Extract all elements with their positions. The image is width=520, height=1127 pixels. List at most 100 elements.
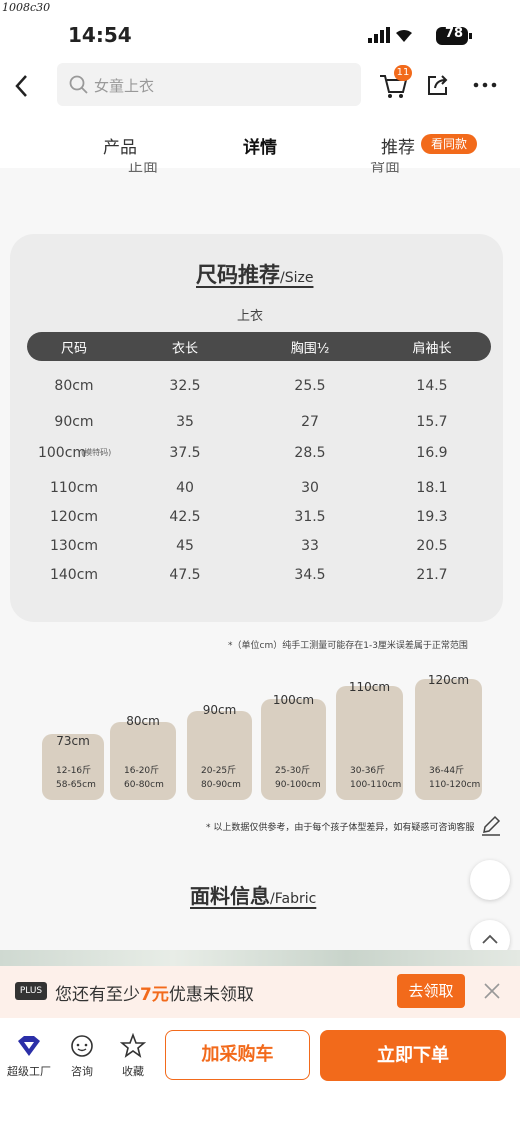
- size-block: 80cm 16-20斤 60-80cm: [110, 714, 176, 800]
- promo-text-before: 您还有至少: [55, 985, 140, 1005]
- block-height: 80-90cm: [201, 780, 241, 790]
- add-cart-button[interactable]: 加采购车: [165, 1030, 310, 1080]
- promo-text: 您还有至少7元优惠未领取: [55, 980, 254, 1005]
- size-title-en: /Size: [280, 270, 314, 286]
- table-cell: 90cm: [54, 414, 94, 430]
- block-size: 120cm: [427, 673, 470, 687]
- back-button[interactable]: [12, 74, 32, 98]
- table-cell: 25.5: [294, 378, 326, 394]
- promo-tag: PLUS: [15, 982, 47, 1000]
- table-cell: 18.1: [416, 480, 448, 496]
- table-cell: 30: [301, 480, 319, 496]
- buy-button[interactable]: 立即下单: [320, 1030, 506, 1081]
- table-header: [27, 332, 491, 361]
- block-weight: 16-20斤: [124, 766, 160, 776]
- blocks-note: * 以上数据仅供参考，由于每个孩子体型差异，如有疑惑可咨询客服: [206, 823, 474, 833]
- table-cell: 37.5: [169, 445, 201, 461]
- float-button[interactable]: [470, 860, 510, 900]
- size-block: 120cm 36-44斤 110-120cm: [415, 673, 482, 800]
- size-block: 110cm 30-36斤 100-110cm: [336, 680, 403, 800]
- promo-button[interactable]: 去领取: [397, 974, 465, 1008]
- table-cell: 35: [176, 414, 194, 430]
- table-header-cell: 胸围½: [290, 341, 330, 357]
- block-height: 110-120cm: [429, 780, 481, 790]
- bottom-icon-label[interactable]: 超级工厂: [7, 1065, 51, 1078]
- block-size: 100cm: [272, 693, 315, 707]
- model-tag: (模特码): [81, 448, 112, 457]
- table-cell: 21.7: [416, 567, 448, 583]
- block-size: 110cm: [348, 680, 391, 694]
- size-note: *（单位cm）纯手工测量可能存在1-3厘米误差属于正常范围: [228, 641, 468, 651]
- table-header-cell: 尺码: [60, 341, 88, 357]
- fabric-title: 面料信息/Fabric: [190, 880, 316, 909]
- table-cell: 120cm: [49, 509, 99, 525]
- table-cell: 80cm: [54, 378, 94, 394]
- chat-icon[interactable]: [70, 1034, 94, 1058]
- size-block: 100cm 25-30斤 90-100cm: [261, 693, 326, 800]
- size-subtitle: 上衣: [236, 309, 264, 324]
- block-weight: 36-44斤: [429, 766, 465, 776]
- search-placeholder: 女童上衣: [94, 77, 155, 95]
- factory-icon[interactable]: [16, 1035, 42, 1057]
- block-size: 90cm: [202, 703, 237, 717]
- watermark: 1008c30: [2, 1, 51, 14]
- block-height: 58-65cm: [56, 780, 96, 790]
- table-cell: 140cm: [49, 567, 99, 583]
- block-weight: 25-30斤: [275, 766, 311, 776]
- battery-level: 78: [444, 26, 464, 41]
- size-title-cn: 尺码推荐: [196, 263, 280, 287]
- table-cell: 40: [176, 480, 194, 496]
- status-time: 14:54: [68, 23, 132, 47]
- tab[interactable]: 详情: [243, 138, 277, 158]
- promo-text-after: 优惠未领取: [168, 985, 254, 1005]
- table-cell: 130cm: [49, 538, 99, 554]
- block-size: 73cm: [56, 734, 90, 748]
- block-size: 80cm: [126, 714, 160, 728]
- fabric-title-en: /Fabric: [270, 891, 317, 907]
- block-weight: 20-25斤: [201, 766, 237, 776]
- share-button[interactable]: [426, 73, 450, 97]
- block-height: 90-100cm: [275, 780, 321, 790]
- table-cell: 47.5: [169, 567, 201, 583]
- size-block: 90cm 20-25斤 80-90cm: [187, 703, 252, 800]
- table-header-cell: 衣长: [171, 341, 199, 357]
- fabric-image: [0, 950, 520, 968]
- bottom-icon-label[interactable]: 收藏: [122, 1065, 144, 1078]
- tab[interactable]: 推荐: [381, 138, 415, 158]
- table-cell: 32.5: [169, 378, 201, 394]
- table-cell: 100cm: [37, 445, 87, 461]
- table-cell: 14.5: [416, 378, 448, 394]
- size-card: [10, 234, 503, 622]
- size-block: 73cm 12-16斤 58-65cm: [42, 734, 104, 800]
- table-cell: 28.5: [294, 445, 326, 461]
- table-cell: 45: [176, 538, 194, 554]
- table-cell: 20.5: [416, 538, 448, 554]
- block-weight: 12-16斤: [56, 766, 92, 776]
- partial-label: 正面: [127, 162, 159, 175]
- table-cell: 42.5: [169, 509, 201, 525]
- table-cell: 27: [301, 414, 319, 430]
- more-button[interactable]: [472, 80, 500, 90]
- promo-close[interactable]: [483, 982, 501, 1000]
- table-cell: 31.5: [294, 509, 326, 525]
- table-cell: 15.7: [416, 414, 448, 430]
- promo-amount: 7元: [140, 985, 169, 1005]
- table-cell: 19.3: [416, 509, 448, 525]
- size-title: 尺码推荐/Size: [196, 259, 313, 289]
- partial-label: 背面: [369, 162, 401, 175]
- search-box[interactable]: 女童上衣: [57, 63, 361, 106]
- tab-badge[interactable]: 看同款: [421, 134, 477, 154]
- tab[interactable]: 产品: [103, 138, 137, 158]
- fav-icon[interactable]: [120, 1033, 146, 1059]
- table-header-cell: 肩袖长: [412, 341, 452, 357]
- bottom-icon-label[interactable]: 咨询: [71, 1065, 93, 1078]
- table-cell: 110cm: [49, 480, 99, 496]
- block-height: 100-110cm: [350, 780, 402, 790]
- block-weight: 30-36斤: [350, 766, 386, 776]
- table-cell: 34.5: [294, 567, 326, 583]
- status-icons: [368, 27, 472, 45]
- fabric-title-cn: 面料信息: [190, 884, 270, 908]
- block-height: 60-80cm: [124, 780, 164, 790]
- edit-icon[interactable]: [480, 814, 502, 836]
